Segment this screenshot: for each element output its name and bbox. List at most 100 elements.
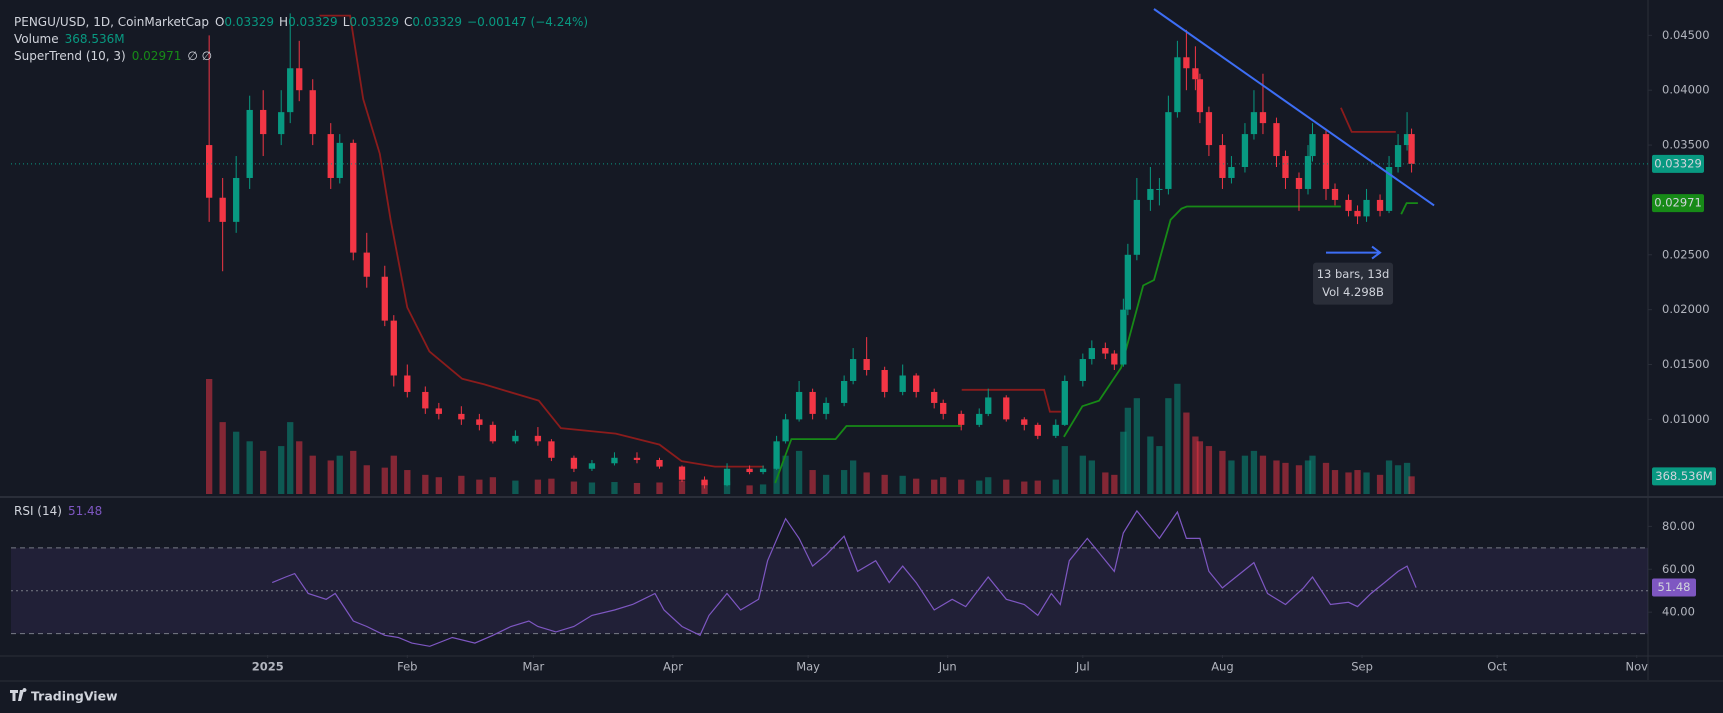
time-tick-label: Aug: [1211, 660, 1233, 674]
volume-bar: [940, 477, 947, 494]
candle-body: [782, 419, 789, 442]
candle-body: [913, 375, 920, 392]
volume-bar: [1322, 462, 1330, 494]
candle-body: [287, 68, 294, 113]
volume-value: 368.536M: [65, 32, 125, 46]
volume-bar: [633, 482, 641, 494]
supertrend-line: [774, 425, 962, 484]
candle-body: [458, 413, 465, 420]
candle-body: [1385, 167, 1393, 211]
plot-area: 40.00 60.00 80.00 51.48 0.01000 0.01500 0.0200…: [11, 8, 1716, 674]
volume-bar: [849, 460, 857, 494]
volume-bar: [1363, 472, 1370, 494]
ohlc-value: 0.03329: [224, 15, 274, 29]
volume-bar: [1003, 479, 1010, 494]
supertrend-line: [1063, 205, 1341, 438]
candle-body: [1273, 123, 1280, 157]
last-price-tag-text: 0.03329: [1654, 156, 1702, 170]
volume-bar: [1174, 383, 1181, 494]
volume-bar: [782, 455, 789, 494]
brand-name: TradingView: [31, 689, 118, 704]
candle-body: [1394, 145, 1402, 168]
candle-body: [1354, 210, 1361, 217]
price-tick-label: 0.02000: [1662, 302, 1710, 316]
volume-bar: [287, 422, 294, 494]
candle-body: [985, 397, 992, 414]
ruler-arrow: [1326, 245, 1382, 260]
candle-body: [1133, 199, 1141, 255]
volume-bar: [1250, 450, 1258, 494]
time-tick-label: Jun: [938, 660, 957, 674]
candle-body: [1156, 188, 1163, 190]
candle-body: [205, 145, 213, 198]
ohlc-value: 0.03329: [349, 15, 399, 29]
volume-bar: [1133, 398, 1141, 494]
volume-bar: [678, 480, 686, 494]
candle-body: [422, 391, 429, 409]
volume-bar: [822, 474, 830, 494]
candle-body: [1124, 254, 1132, 310]
candle-body: [363, 252, 370, 277]
candle-body: [489, 424, 497, 442]
volume-bar: [1165, 398, 1172, 494]
candle-body: [1282, 156, 1289, 178]
volume-bar: [656, 482, 663, 494]
ruler-text: 13 bars, 13d: [1317, 267, 1390, 281]
trendline: [1153, 8, 1435, 207]
volume-bar: [1241, 455, 1249, 494]
volume-bar: [1111, 474, 1118, 494]
candle-body: [1250, 112, 1258, 135]
volume-bar: [309, 455, 316, 494]
volume-bar: [381, 467, 388, 494]
supertrend-tag: [1652, 194, 1704, 213]
volume-bar: [246, 441, 253, 494]
volume-bar: [1120, 431, 1127, 494]
candle-body: [327, 134, 334, 178]
candle-body: [1345, 199, 1352, 211]
volume-bar: [795, 450, 803, 494]
volume-bar: [1052, 479, 1059, 494]
supertrend-line: [1340, 107, 1396, 133]
volume-bar: [1183, 412, 1190, 494]
volume-bar: [931, 479, 938, 494]
symbol: PENGU/USD, 1D, CoinMarketCap: [14, 15, 209, 29]
candle-body: [723, 468, 731, 486]
candle-body: [1408, 134, 1415, 164]
candle-body: [809, 391, 816, 414]
candle-body: [1052, 424, 1059, 436]
candle-body: [512, 435, 519, 442]
volume-tag: [1652, 467, 1716, 486]
volume-bar: [278, 446, 285, 494]
volume-bar: [1102, 472, 1109, 494]
supertrend-value: 0.02971: [132, 49, 182, 63]
candle-body: [278, 112, 285, 135]
candle-body: [1403, 134, 1411, 146]
candle-body: [1102, 348, 1109, 354]
time-tick-label: Apr: [663, 660, 683, 674]
candle-body: [1034, 424, 1041, 436]
volume-bar: [863, 472, 870, 494]
volume-bar: [327, 460, 334, 494]
volume-bar: [390, 455, 397, 494]
volume-bar: [1376, 474, 1384, 494]
supertrend-suffix: ∅ ∅: [187, 49, 212, 63]
candle-body: [548, 441, 555, 458]
candle-body: [1061, 380, 1068, 425]
candle-body: [534, 435, 542, 442]
candle-body: [1111, 353, 1118, 365]
candle-body: [1120, 309, 1127, 365]
candle-body: [1205, 112, 1213, 146]
candle-body: [1196, 79, 1204, 113]
brand-logo[interactable]: TradingView: [10, 688, 118, 704]
candle-body: [701, 479, 708, 486]
candle-body: [931, 391, 938, 403]
rsi-legend: RSI (14) 51.48: [14, 504, 102, 518]
time-tick-label: Feb: [397, 660, 417, 674]
volume-bar: [1385, 460, 1393, 494]
time-tick-label: Mar: [523, 660, 545, 674]
candle-body: [1309, 134, 1316, 157]
volume-legend: Volume 368.536M: [14, 32, 125, 46]
volume-bar: [809, 470, 816, 494]
